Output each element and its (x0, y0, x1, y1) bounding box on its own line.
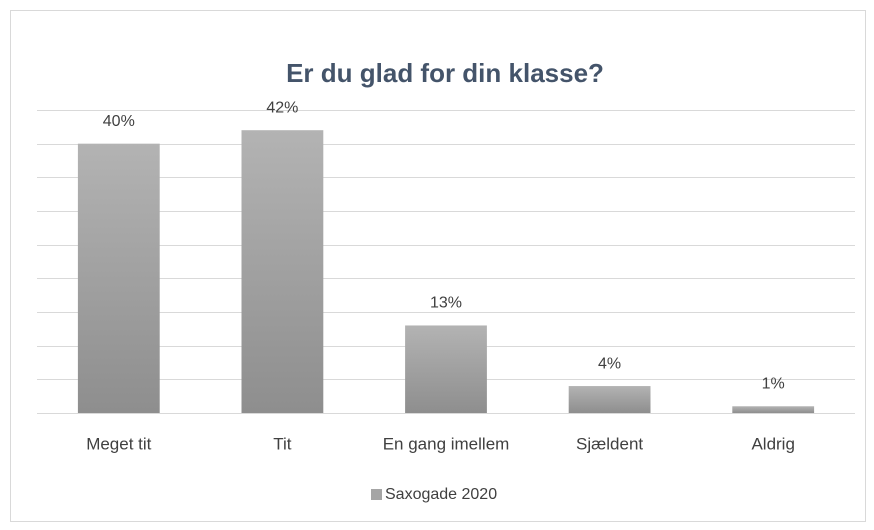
data-label: 40% (103, 113, 135, 130)
data-label: 42% (266, 99, 298, 116)
legend-label: Saxogade 2020 (385, 486, 497, 503)
x-tick-label: Tit (273, 434, 292, 453)
bar (405, 325, 487, 413)
chart-title: Er du glad for din klasse? (286, 58, 604, 88)
bar (77, 143, 160, 413)
legend-swatch (371, 489, 382, 500)
bar (568, 386, 651, 413)
bar (241, 130, 324, 413)
data-label: 4% (598, 355, 621, 372)
x-tick-label: Meget tit (86, 434, 151, 453)
x-tick-label: Sjældent (576, 434, 643, 453)
data-label: 13% (430, 295, 462, 312)
data-label: 1% (762, 375, 785, 392)
x-tick-label: En gang imellem (383, 434, 510, 453)
bar (732, 406, 815, 413)
x-tick-label: Aldrig (751, 434, 794, 453)
